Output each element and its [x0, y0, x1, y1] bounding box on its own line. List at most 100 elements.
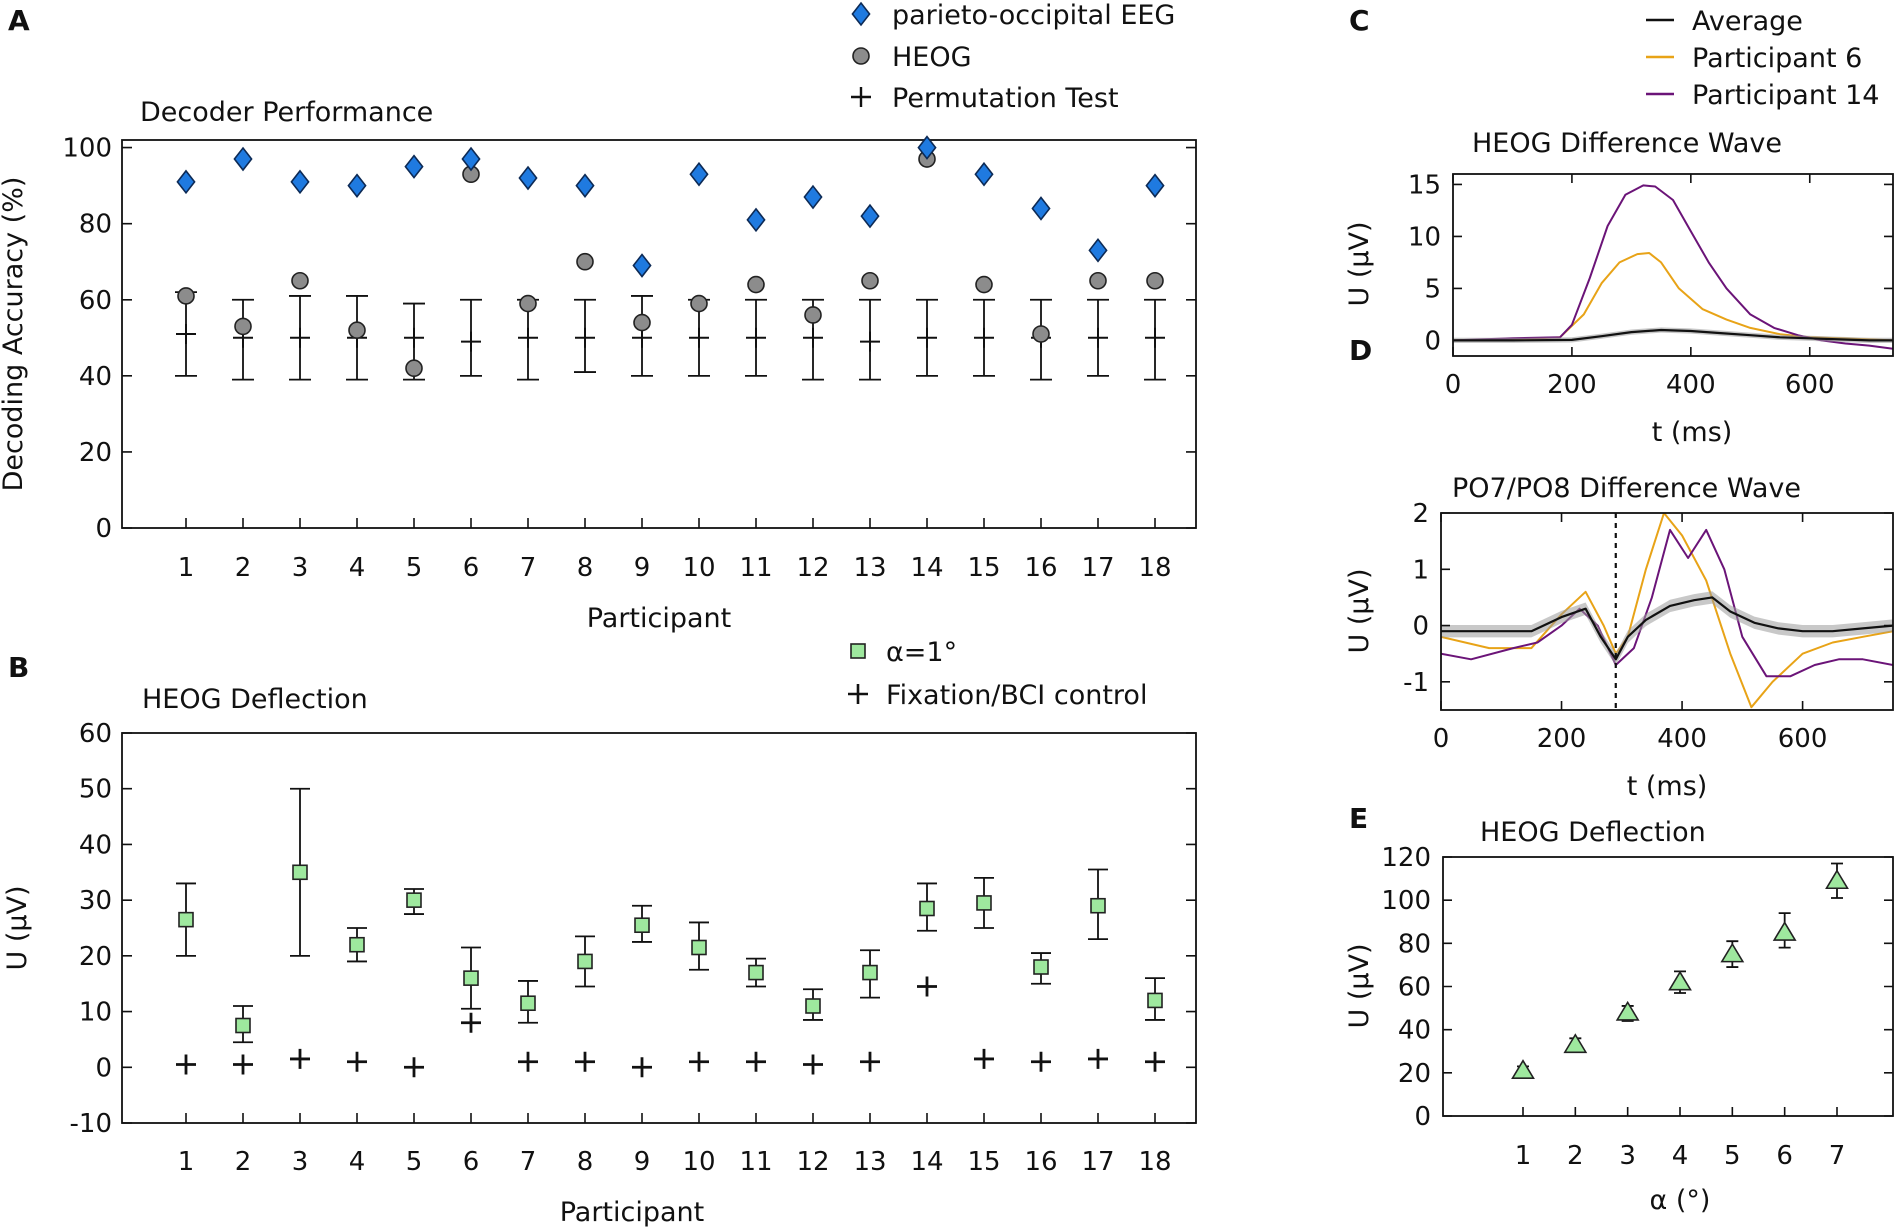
deflection-marker: [1772, 920, 1797, 941]
control-marker: [917, 976, 937, 997]
control-marker: [974, 1048, 994, 1069]
eeg-marker: [974, 161, 994, 187]
y-tick-label: 2: [1412, 499, 1429, 529]
y-axis-label: U (µV): [1344, 221, 1375, 306]
panel-letter: D: [1349, 334, 1372, 367]
x-axis-label: Participant: [560, 1197, 705, 1228]
average-line: [1441, 596, 1893, 661]
eeg-marker: [176, 169, 196, 195]
heog-marker: [804, 306, 822, 324]
x-axis-label: α (°): [1650, 1185, 1711, 1216]
eeg-marker: [689, 161, 709, 187]
panel-letter: A: [8, 4, 30, 37]
panel-e: E HEOG Deflection 0 20 40 60 80 100 120 U (µV) 1 2 3…: [1344, 802, 1894, 1216]
y-tick-label: 40: [79, 362, 112, 392]
x-tick-label: 18: [1138, 1147, 1171, 1177]
heog-marker: [291, 271, 309, 290]
y-tick-label: 0: [95, 514, 112, 544]
panel-letter: B: [8, 651, 29, 684]
eeg-marker: [575, 173, 595, 198]
plot-frame: [1442, 856, 1894, 1117]
panel-letter: C: [1349, 4, 1370, 37]
perm-marker: [518, 327, 538, 348]
chart-title: HEOG Deflection: [142, 684, 368, 715]
deflection-marker: [1720, 942, 1745, 963]
y-tick-label: 5: [1424, 274, 1441, 304]
alpha1-marker: [748, 964, 764, 981]
control-marker: [176, 1054, 196, 1075]
control-marker: [632, 1057, 652, 1078]
control-marker: [803, 1054, 823, 1075]
panel-a: A Decoder Performance 0 20 40 60 80 100 Decoding…: [0, 0, 1197, 634]
chart-title: HEOG Deflection: [1480, 817, 1706, 848]
perm-marker: [746, 327, 766, 348]
eeg-marker: [461, 146, 481, 172]
x-tick-label: 13: [853, 553, 886, 583]
perm-marker: [1088, 327, 1108, 348]
legend-heog-marker: [852, 47, 870, 65]
y-tick-label: 10: [79, 998, 112, 1028]
y-tick-label: 10: [1408, 222, 1441, 252]
deflection-marker: [1615, 1000, 1640, 1021]
panel-letter: E: [1349, 802, 1368, 835]
x-tick-label: 14: [910, 1147, 943, 1177]
panel-c: C HEOG Difference Wave 0 5 10 15 0 200 400 600 U (…: [1344, 4, 1894, 448]
perm-marker: [860, 331, 880, 352]
chart-title: PO7/PO8 Difference Wave: [1452, 473, 1801, 504]
y-axis-label: U (µV): [1344, 943, 1375, 1028]
x-tick-label: 16: [1024, 1147, 1057, 1177]
eeg-marker: [860, 203, 880, 229]
alpha1-marker: [1090, 897, 1106, 914]
alpha1-marker: [976, 895, 992, 911]
perm-marker: [176, 324, 196, 344]
x-tick-label: 17: [1081, 1147, 1114, 1177]
x-tick-label: 200: [1547, 370, 1597, 400]
control-marker: [1031, 1051, 1051, 1072]
y-tick-label: 40: [1398, 1016, 1431, 1046]
x-tick-label: 11: [739, 1147, 772, 1177]
x-tick-label: 600: [1785, 370, 1835, 400]
legend: Average Participant 6 Participant 14: [1646, 6, 1879, 111]
perm-marker: [917, 327, 937, 348]
x-tick-label: 4: [1672, 1141, 1689, 1171]
heog-marker: [177, 287, 195, 305]
alpha1-marker: [349, 936, 365, 953]
y-tick-label: 100: [62, 134, 112, 164]
legend-eeg-marker: [851, 1, 871, 27]
x-tick-label: 8: [577, 1147, 594, 1177]
alpha1-marker: [406, 892, 422, 908]
x-tick-label: 7: [520, 1147, 537, 1177]
legend: parieto-occipital EEG HEOG Permutation Tes…: [851, 0, 1175, 114]
control-marker: [689, 1051, 709, 1072]
eeg-marker: [1031, 196, 1051, 221]
x-tick-label: 2: [235, 1147, 252, 1177]
y-tick-label: 0: [1424, 326, 1441, 356]
deflection-marker: [1511, 1059, 1535, 1079]
x-tick-label: 7: [520, 553, 537, 583]
alpha1-marker: [235, 1017, 251, 1034]
y-tick-label: 60: [79, 719, 112, 749]
heog-marker: [861, 271, 879, 290]
x-tick-label: 6: [463, 1147, 480, 1177]
y-tick-label: 0: [1412, 612, 1429, 642]
control-marker: [1088, 1048, 1108, 1069]
perm-marker: [803, 327, 823, 348]
eeg-marker: [746, 207, 766, 233]
control-marker: [461, 1012, 481, 1033]
y-tick-label: 0: [1414, 1102, 1431, 1132]
legend-label: Average: [1692, 6, 1803, 37]
control-marker: [518, 1051, 538, 1072]
x-tick-label: 9: [634, 1147, 651, 1177]
perm-marker: [1145, 327, 1165, 348]
control-marker: [1145, 1051, 1165, 1072]
heog-marker: [690, 294, 708, 313]
average-confidence-band: [1441, 591, 1893, 666]
alpha1-marker: [919, 900, 935, 917]
x-tick-label: 15: [967, 553, 1000, 583]
x-tick-label: 1: [1515, 1141, 1532, 1171]
eeg-marker: [632, 253, 652, 278]
heog-marker: [747, 275, 765, 294]
x-tick-label: 18: [1138, 553, 1171, 583]
alpha1-marker: [805, 998, 821, 1014]
